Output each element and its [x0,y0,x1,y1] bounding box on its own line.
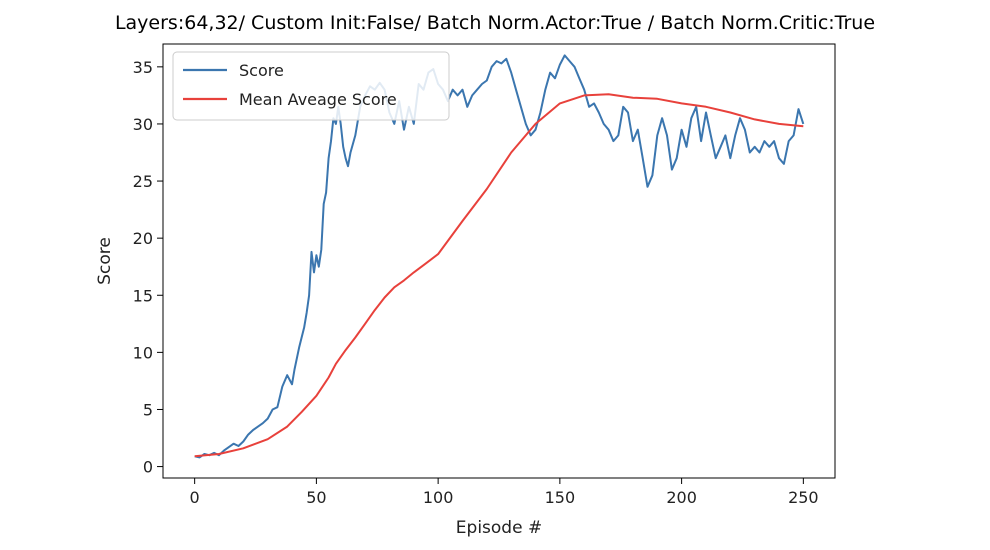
y-tick-label: 0 [143,458,153,477]
series-line-score [194,54,805,459]
x-tick-label: 150 [545,488,576,507]
y-tick-label: 20 [133,229,153,248]
y-tick-label: 25 [133,172,153,191]
chart-title: Layers:64,32/ Custom Init:False/ Batch N… [115,12,875,34]
y-tick-label: 30 [133,115,153,134]
plot-frame [162,43,836,479]
y-tick-label: 10 [133,343,153,362]
x-tick-label: 200 [666,488,697,507]
legend: Score Mean Aveage Score [172,51,450,121]
y-tick-label: 35 [133,58,153,77]
series-line-mean-average-score [194,93,804,458]
x-tick-label: 250 [788,488,819,507]
y-axis-label: Score [95,237,115,285]
x-axis-label: Episode # [456,518,542,538]
legend-label: Mean Aveage Score [239,90,397,109]
x-tick-label: 100 [423,488,454,507]
legend-box [172,51,450,121]
x-tick-label: 50 [306,488,326,507]
y-tick-label: 5 [143,400,153,419]
x-tick-label: 0 [190,488,200,507]
x-axis: 0 50 100 150 200 250 [190,478,819,507]
series-layer [194,54,805,459]
y-axis: 0 5 10 15 20 25 30 35 [133,58,163,477]
y-tick-label: 15 [133,286,153,305]
legend-label: Score [239,61,284,80]
